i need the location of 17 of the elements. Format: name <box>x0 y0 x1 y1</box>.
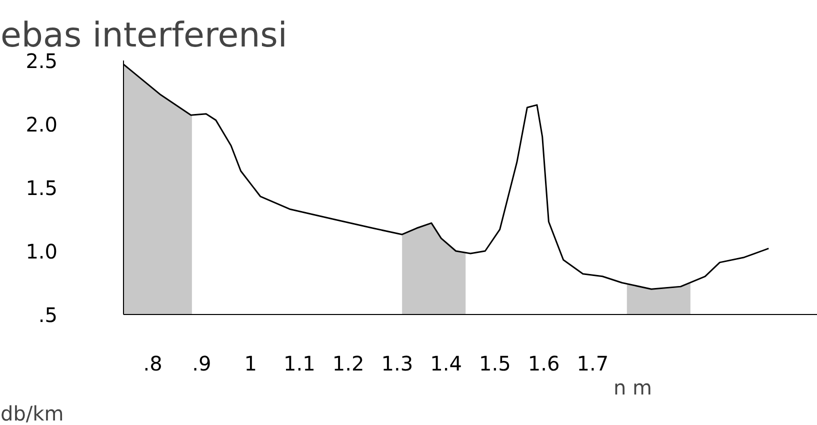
x-tick-label: .8 <box>143 352 162 376</box>
x-tick-label: 1.2 <box>332 352 364 376</box>
y-axis-title: db/km <box>0 402 64 425</box>
x-tick-label: 1.7 <box>576 352 609 376</box>
x-tick-label: .9 <box>192 352 212 376</box>
y-tick-label: 2.0 <box>26 112 58 136</box>
x-tick-label: 1.3 <box>381 352 414 376</box>
y-tick-label: 1.0 <box>26 240 58 264</box>
x-tick-label: 1.4 <box>430 352 462 376</box>
y-tick-label: 2.5 <box>26 49 58 73</box>
x-tick-label: 1.1 <box>284 352 316 376</box>
x-tick-label: 1.6 <box>528 352 560 376</box>
y-tick-label: .5 <box>38 303 58 327</box>
x-tick-label: 1 <box>244 352 257 376</box>
x-axis-title: n m <box>614 376 652 400</box>
y-tick-label: 1.5 <box>26 176 58 200</box>
x-tick-label: 1.5 <box>479 352 511 376</box>
